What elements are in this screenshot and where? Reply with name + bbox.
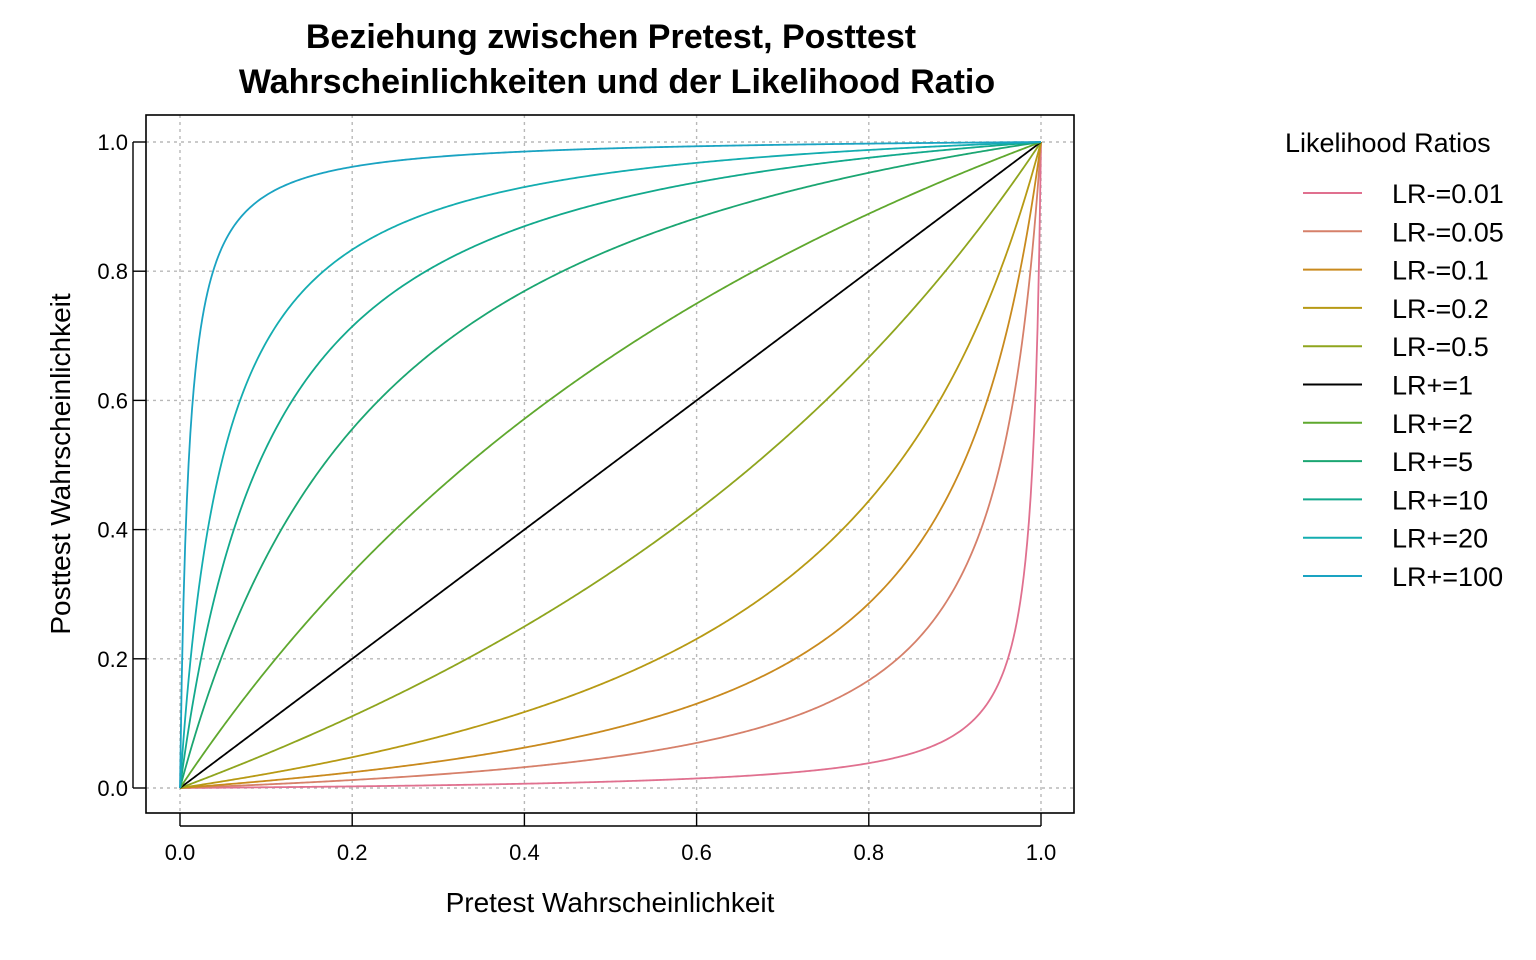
- chart-title-line-2: Wahrscheinlichkeiten und der Likelihood …: [239, 63, 995, 101]
- x-axis: 0.0 0.2 0.4 0.6 0.8 1.0: [165, 813, 1057, 865]
- legend-label: LR+=10: [1392, 485, 1488, 515]
- series-line: [179, 141, 1042, 789]
- series-line: [179, 141, 1042, 789]
- series-line: [179, 141, 1042, 789]
- x-tick-label: 1.0: [1026, 840, 1057, 865]
- x-tick-label: 0.4: [509, 840, 540, 865]
- legend-label: LR+=100: [1392, 562, 1503, 592]
- legend-label: LR+=20: [1392, 524, 1488, 554]
- y-tick-label: 0.0: [97, 776, 128, 801]
- legend-label: LR+=5: [1392, 447, 1473, 477]
- legend-label: LR-=0.05: [1392, 217, 1504, 247]
- y-axis: 0.0 0.2 0.4 0.6 0.8 1.0: [97, 130, 146, 801]
- x-tick-label: 0.0: [165, 840, 196, 865]
- grid: [146, 115, 1074, 813]
- y-tick-label: 0.2: [97, 647, 128, 672]
- x-tick-label: 0.2: [337, 840, 368, 865]
- y-tick-label: 0.8: [97, 259, 128, 284]
- series-line: [179, 141, 1042, 789]
- series-lines: [179, 141, 1042, 789]
- legend-label: LR-=0.01: [1392, 179, 1504, 209]
- series-line: [179, 141, 1042, 789]
- x-tick-label: 0.8: [854, 840, 885, 865]
- series-line: [179, 141, 1042, 789]
- plot-frame: [145, 114, 1075, 814]
- series-line: [179, 141, 1042, 789]
- legend-title: Likelihood Ratios: [1285, 128, 1491, 158]
- series-line: [179, 141, 1042, 789]
- legend-label: LR-=0.1: [1392, 256, 1489, 286]
- series-line: [179, 141, 1042, 789]
- y-tick-label: 1.0: [97, 130, 128, 155]
- chart-title-line-1: Beziehung zwischen Pretest, Posttest: [306, 18, 916, 56]
- legend-label: LR-=0.5: [1392, 332, 1489, 362]
- legend-label: LR+=1: [1392, 371, 1473, 401]
- legend: Likelihood Ratios LR-=0.01 LR-=0.05 LR-=0.…: [1285, 128, 1504, 592]
- series-line: [179, 141, 1042, 789]
- x-tick-label: 0.6: [681, 840, 712, 865]
- y-tick-label: 0.6: [97, 388, 128, 413]
- y-tick-label: 0.4: [97, 518, 128, 543]
- x-axis-label: Pretest Wahrscheinlichkeit: [446, 887, 775, 918]
- legend-label: LR+=2: [1392, 409, 1473, 439]
- legend-label: LR-=0.2: [1392, 294, 1489, 324]
- series-line: [179, 141, 1042, 789]
- y-axis-label: Posttest Wahrscheinlichkeit: [45, 293, 76, 635]
